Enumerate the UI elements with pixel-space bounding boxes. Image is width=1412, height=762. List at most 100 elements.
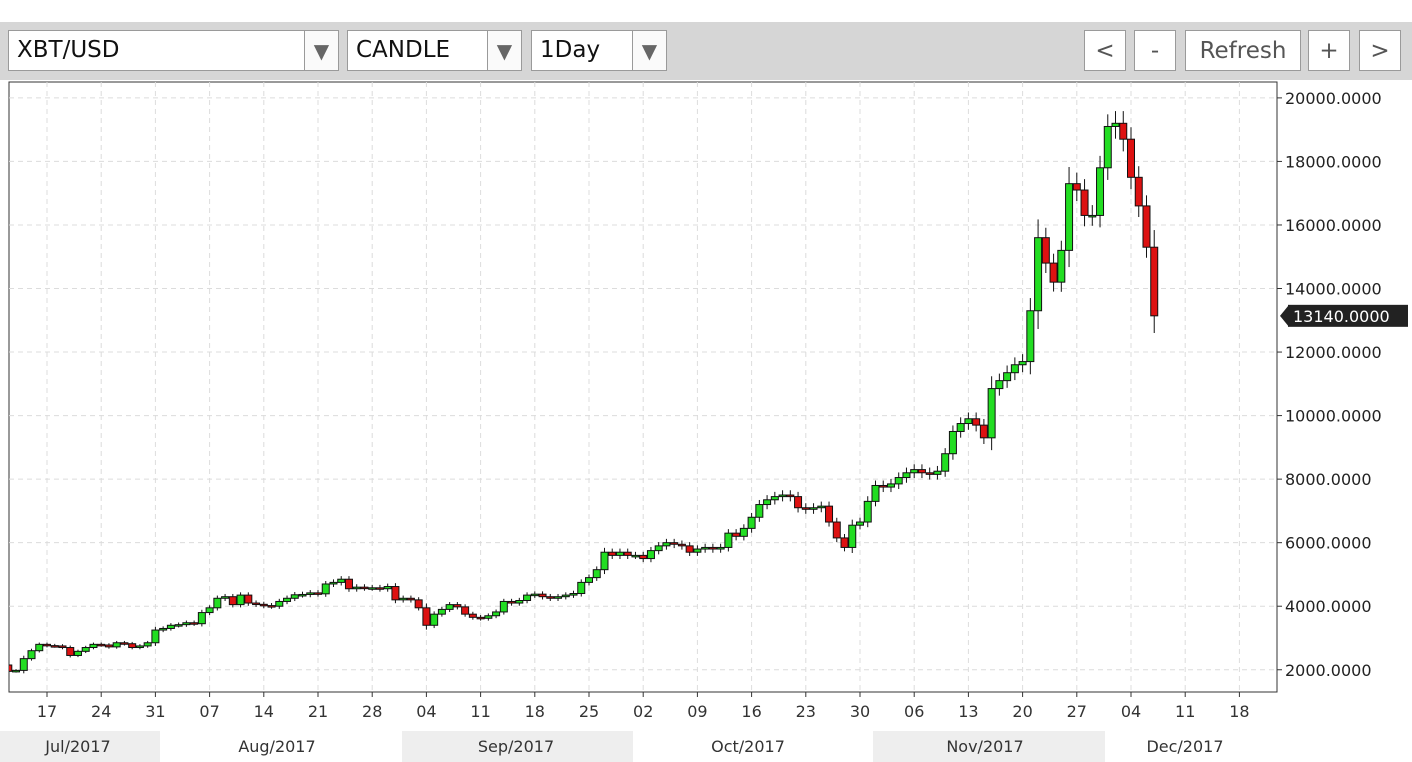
candle-body (979, 424, 988, 439)
y-tick-label: 18000.0000 (1285, 152, 1382, 171)
candle-body (314, 592, 322, 595)
symbol-value: XBT/USD (17, 37, 120, 63)
candle-body (1127, 138, 1135, 178)
candle-body (275, 600, 284, 607)
candle-body (182, 622, 191, 626)
top-margin (0, 0, 1412, 22)
candle-body (639, 554, 648, 560)
candlestick-chart[interactable]: 2000.0000 4000.0000 6000.0000 8000.0000 1000… (0, 80, 1412, 762)
x-tick-label: 18 (1229, 702, 1249, 721)
candle-body (468, 613, 477, 618)
candle-body (995, 380, 1004, 390)
month-label: Oct/2017 (711, 737, 785, 756)
y-tick-label: 8000.0000 (1285, 470, 1372, 489)
y-tick-label: 4000.0000 (1285, 597, 1372, 616)
month-label: Jul/2017 (44, 737, 110, 756)
month-band (0, 731, 160, 762)
candle-body (476, 616, 485, 620)
interval-select[interactable]: 1Day ▼ (531, 30, 667, 71)
candle-body (685, 545, 694, 553)
chart-type-select[interactable]: CANDLE ▼ (347, 30, 522, 71)
candle-body (646, 550, 655, 560)
candle-body (964, 418, 973, 425)
candle-body (422, 607, 431, 626)
next-button[interactable]: > (1359, 30, 1401, 71)
candle-body (499, 600, 508, 613)
candle-body (925, 472, 934, 475)
candle-body (190, 622, 199, 625)
x-tick-label: 07 (199, 702, 219, 721)
candle-body (414, 599, 423, 609)
x-tick-label: 20 (1012, 702, 1032, 721)
candle-body (205, 607, 214, 614)
y-tick-label: 14000.0000 (1285, 280, 1382, 299)
prev-button[interactable]: < (1084, 30, 1126, 71)
candle-body (863, 500, 872, 523)
candle-body (1119, 122, 1128, 140)
x-tick-label: 30 (850, 702, 870, 721)
chevron-down-icon[interactable]: ▼ (304, 31, 338, 70)
chevron-down-icon[interactable]: ▼ (632, 31, 666, 70)
candle-body (631, 554, 640, 558)
zoom-out-button[interactable]: - (1134, 30, 1176, 71)
candle-body (244, 594, 253, 604)
x-tick-label: 28 (362, 702, 382, 721)
candle-body (135, 645, 144, 649)
candle-body (948, 430, 957, 455)
candle-body (352, 586, 361, 590)
candle-body (128, 643, 137, 649)
y-tick-label: 2000.0000 (1285, 661, 1372, 680)
candle-body (1010, 364, 1019, 374)
x-tick-label: 18 (525, 702, 545, 721)
x-tick-label: 27 (1067, 702, 1087, 721)
candle-body (267, 605, 276, 608)
candle-body (739, 527, 748, 537)
refresh-button[interactable]: Refresh (1185, 30, 1301, 71)
candle-body (12, 669, 21, 673)
candle-body (58, 645, 67, 649)
candle-body (615, 551, 624, 556)
month-band (873, 731, 1105, 762)
candle-body (221, 596, 230, 599)
last-price-label: 13140.0000 (1293, 307, 1390, 326)
x-tick-label: 11 (470, 702, 490, 721)
candle-body (1041, 237, 1050, 264)
candle-body (252, 602, 261, 606)
candle-body (43, 643, 51, 647)
x-tick-label: 23 (796, 702, 816, 721)
candle-body (89, 643, 98, 649)
candle-body (399, 597, 408, 601)
candle-body (538, 593, 547, 598)
chart-area[interactable]: 2000.0000 4000.0000 6000.0000 8000.0000 1000… (0, 80, 1412, 762)
candle-body (368, 587, 377, 590)
y-tick-label: 6000.0000 (1285, 534, 1372, 553)
x-tick-label: 21 (308, 702, 328, 721)
candle-body (848, 524, 857, 548)
candle-body (507, 600, 516, 604)
candle-body (1049, 262, 1058, 283)
candle-body (298, 593, 307, 597)
candle-body (956, 423, 965, 432)
symbol-select[interactable]: XBT/USD ▼ (8, 30, 339, 71)
candle-body (716, 546, 725, 550)
candle-body (1096, 167, 1105, 216)
candle-body (159, 627, 168, 631)
candle-body (879, 484, 888, 488)
month-label: Dec/2017 (1146, 737, 1223, 756)
chevron-down-icon[interactable]: ▼ (487, 31, 521, 70)
candle-body (623, 551, 632, 556)
last-price-pointer (1280, 304, 1289, 327)
candle-body (50, 645, 59, 648)
candle-body (166, 624, 175, 629)
candle-body (817, 505, 826, 509)
last-price-tag (1288, 304, 1408, 327)
candle-body (894, 477, 903, 485)
candle-body (445, 604, 454, 610)
candle-body (197, 612, 206, 625)
candle-body (840, 537, 849, 548)
x-tick-label: 14 (254, 702, 274, 721)
candle-body (406, 597, 415, 601)
month-band (402, 731, 633, 762)
candle-body (910, 469, 919, 474)
zoom-in-button[interactable]: + (1308, 30, 1350, 71)
